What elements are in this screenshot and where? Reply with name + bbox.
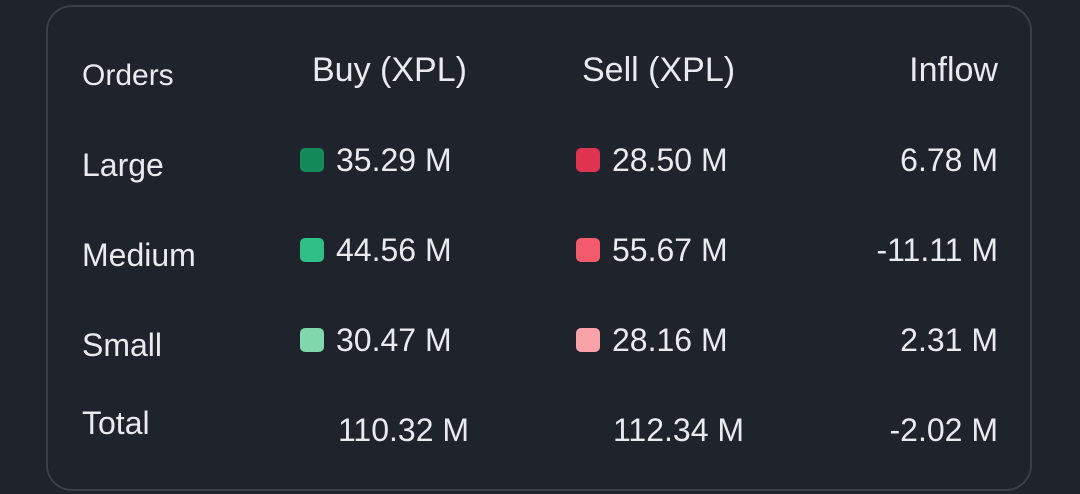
sell-small-color-swatch-icon bbox=[576, 327, 600, 352]
sell-value-small: 28.16 M bbox=[576, 320, 728, 360]
buy-large-color-swatch-icon bbox=[300, 147, 324, 172]
sell-value-total: 112.34 M bbox=[613, 412, 745, 448]
buy-medium-color-swatch-icon bbox=[300, 237, 324, 262]
buy-large-text: 35.29 M bbox=[336, 142, 452, 178]
row-label-total: Total bbox=[82, 405, 150, 441]
inflow-value-total: -2.02 M bbox=[889, 412, 998, 448]
sell-medium-color-swatch-icon bbox=[576, 237, 600, 262]
row-label-large: Large bbox=[82, 147, 164, 183]
row-label-medium: Medium bbox=[82, 237, 196, 273]
inflow-value-small: 2.31 M bbox=[900, 322, 998, 358]
buy-value-total: 110.32 M bbox=[338, 412, 470, 448]
sell-value-large: 28.50 M bbox=[576, 140, 728, 180]
sell-large-color-swatch-icon bbox=[576, 147, 600, 172]
column-header-buy: Buy (XPL) bbox=[312, 51, 467, 89]
row-label-small: Small bbox=[82, 327, 163, 363]
buy-value-large: 35.29 M bbox=[300, 140, 452, 180]
inflow-value-medium: -11.11 M bbox=[876, 232, 998, 268]
sell-large-text: 28.50 M bbox=[612, 142, 728, 178]
order-flow-card bbox=[46, 5, 1032, 491]
inflow-value-large: 6.78 M bbox=[900, 142, 998, 178]
buy-small-color-swatch-icon bbox=[300, 327, 324, 352]
buy-value-small: 30.47 M bbox=[300, 320, 452, 360]
column-header-sell: Sell (XPL) bbox=[582, 51, 736, 89]
column-header-inflow: Inflow bbox=[909, 51, 998, 89]
buy-medium-text: 44.56 M bbox=[336, 232, 452, 268]
sell-small-text: 28.16 M bbox=[612, 322, 728, 358]
sell-value-medium: 55.67 M bbox=[576, 230, 728, 270]
buy-small-text: 30.47 M bbox=[336, 322, 452, 358]
buy-value-medium: 44.56 M bbox=[300, 230, 452, 270]
column-header-orders: Orders bbox=[82, 59, 174, 92]
sell-medium-text: 55.67 M bbox=[612, 232, 728, 268]
